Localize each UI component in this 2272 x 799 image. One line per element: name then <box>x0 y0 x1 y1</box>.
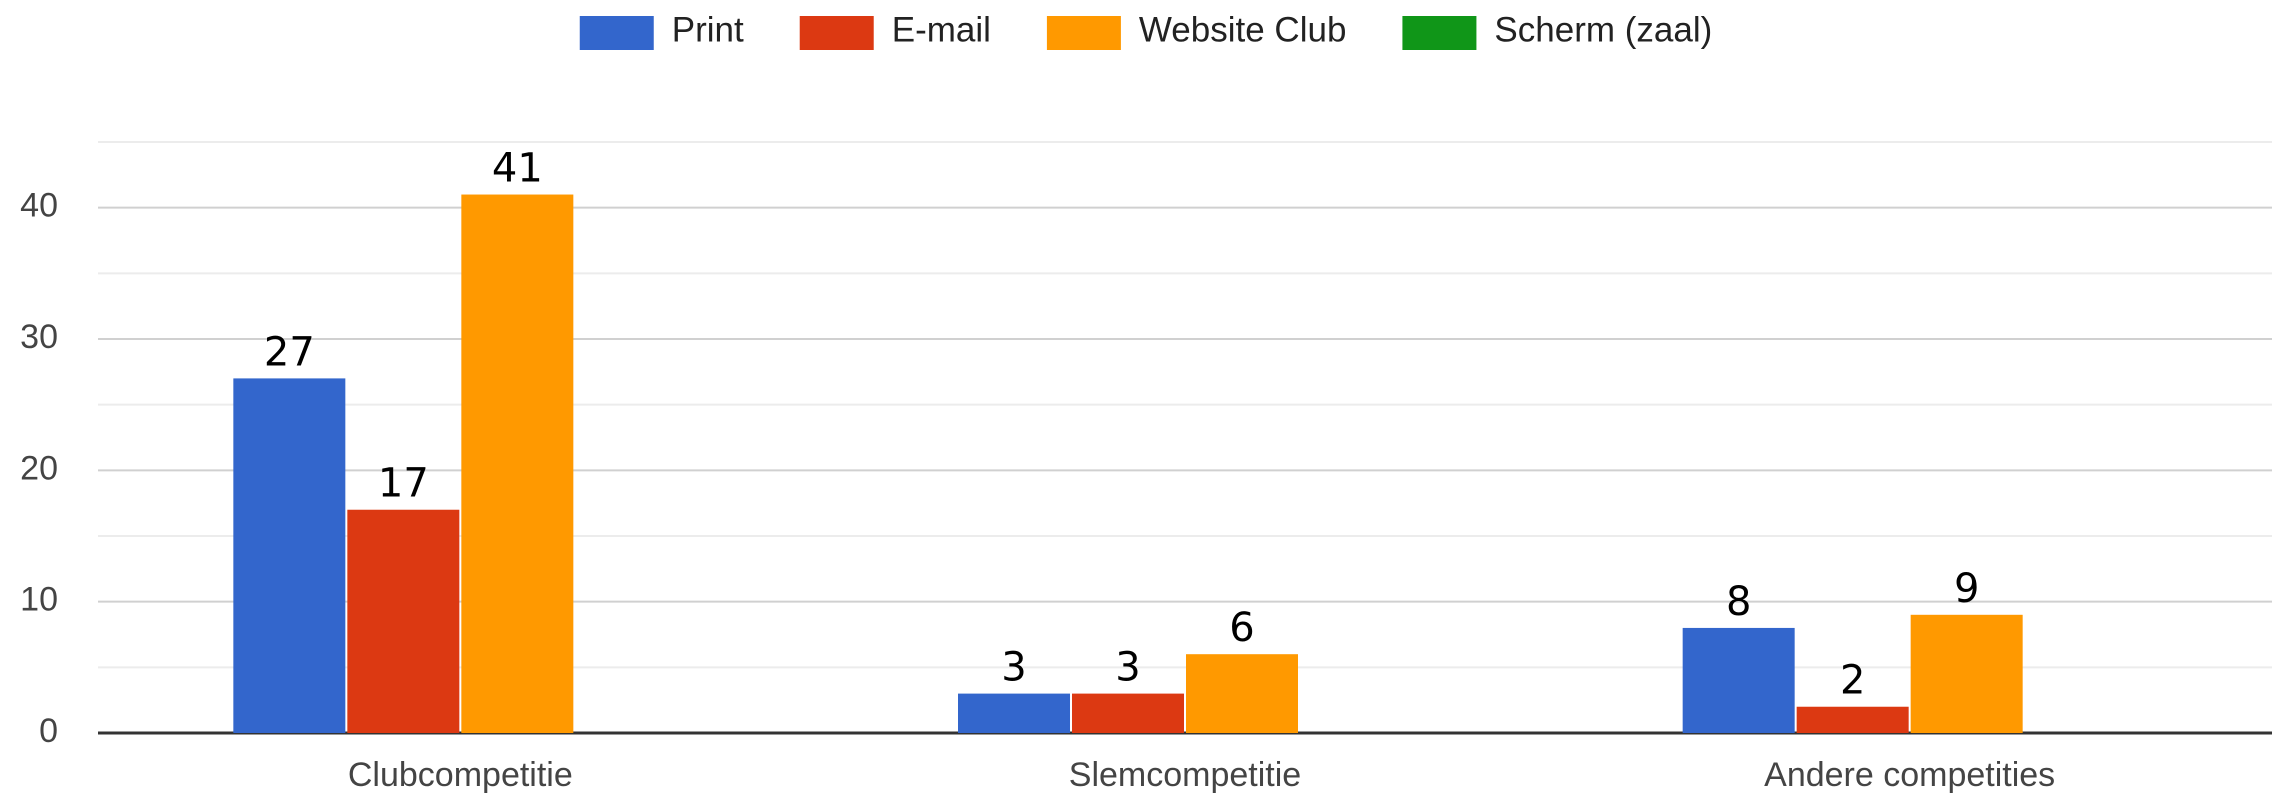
y-tick-label: 40 <box>20 187 58 225</box>
legend-label: Website Club <box>1139 10 1347 49</box>
data-label: 2 <box>1840 658 1865 704</box>
bar <box>1072 693 1184 733</box>
legend-swatch <box>1046 16 1121 50</box>
data-label: 8 <box>1726 579 1751 625</box>
y-tick-label: 20 <box>20 449 58 487</box>
legend-swatch <box>1402 16 1477 50</box>
legend-swatch <box>799 16 874 50</box>
bar <box>461 194 574 734</box>
legend-label: Scherm (zaal) <box>1494 10 1712 49</box>
data-label: 3 <box>1115 645 1140 691</box>
bar <box>1796 706 1909 733</box>
legend-swatch <box>579 16 654 50</box>
data-label: 17 <box>378 461 429 507</box>
x-tick-label: Slemcompetitie <box>1069 756 1301 794</box>
y-tick-label: 0 <box>39 712 58 750</box>
bar <box>1186 654 1298 733</box>
data-label: 9 <box>1954 566 1979 612</box>
bar <box>1910 614 2023 733</box>
bar <box>958 693 1070 733</box>
data-label: 6 <box>1229 605 1254 651</box>
y-tick-label: 30 <box>20 318 58 356</box>
x-tick-label: Andere competities <box>1764 756 2055 794</box>
data-label: 3 <box>1001 645 1026 691</box>
x-tick-label: Clubcompetitie <box>348 756 573 794</box>
bar <box>233 378 346 733</box>
data-label: 27 <box>264 329 315 375</box>
y-tick-label: 10 <box>20 581 58 619</box>
data-label: 41 <box>492 146 543 192</box>
bar <box>347 509 460 733</box>
bar <box>1682 627 1795 733</box>
legend-label: Print <box>672 10 744 49</box>
legend-label: E-mail <box>892 10 991 49</box>
